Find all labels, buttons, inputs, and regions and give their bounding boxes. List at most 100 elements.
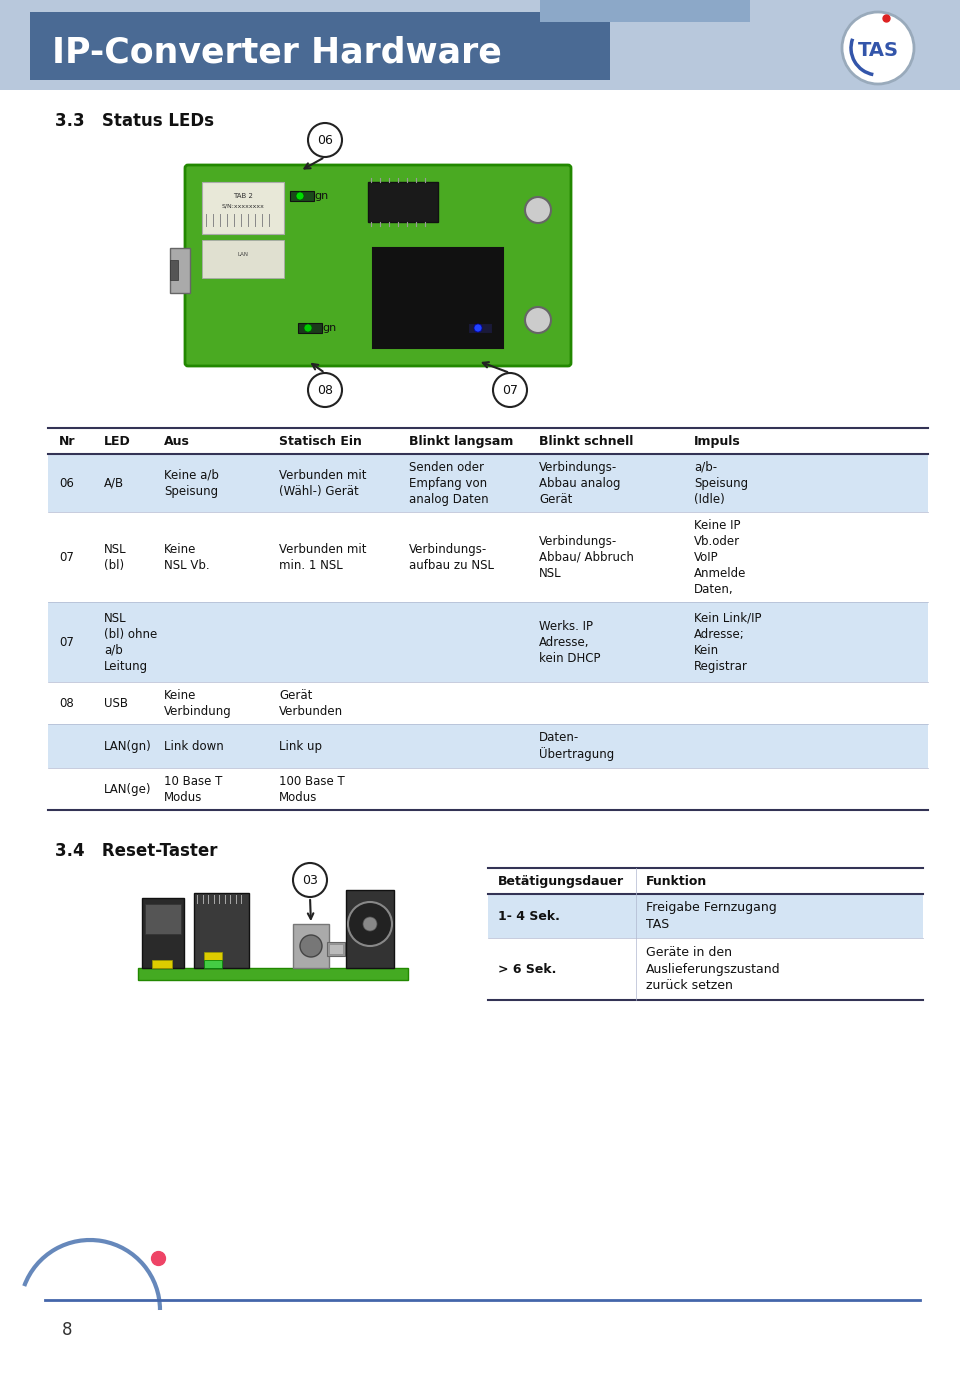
Text: 3.4   Reset-Taster: 3.4 Reset-Taster bbox=[55, 842, 218, 860]
FancyBboxPatch shape bbox=[142, 898, 184, 967]
Circle shape bbox=[308, 123, 342, 158]
Text: Keine
NSL Vb.: Keine NSL Vb. bbox=[164, 543, 209, 572]
Text: gn: gn bbox=[314, 191, 328, 200]
Text: > 6 Sek.: > 6 Sek. bbox=[498, 962, 557, 976]
Text: Aus: Aus bbox=[164, 434, 190, 448]
Text: Geräte in den
Auslieferungszustand
zurück setzen: Geräte in den Auslieferungszustand zurüc… bbox=[646, 947, 780, 992]
FancyBboxPatch shape bbox=[170, 260, 178, 281]
Text: 08: 08 bbox=[59, 697, 74, 709]
FancyBboxPatch shape bbox=[293, 925, 329, 967]
FancyBboxPatch shape bbox=[48, 511, 928, 603]
FancyBboxPatch shape bbox=[346, 890, 394, 967]
Text: gn: gn bbox=[322, 323, 336, 333]
Text: 07: 07 bbox=[59, 636, 74, 648]
Text: 1- 4 Sek.: 1- 4 Sek. bbox=[498, 909, 560, 923]
FancyBboxPatch shape bbox=[194, 893, 249, 967]
Text: a/b-
Speisung
(Idle): a/b- Speisung (Idle) bbox=[694, 460, 748, 506]
Text: 06: 06 bbox=[59, 477, 74, 489]
Circle shape bbox=[842, 12, 914, 84]
Text: Verbunden mit
min. 1 NSL: Verbunden mit min. 1 NSL bbox=[279, 543, 367, 572]
Text: Gerät
Verbunden: Gerät Verbunden bbox=[279, 688, 343, 717]
FancyBboxPatch shape bbox=[48, 681, 928, 724]
Text: Nr: Nr bbox=[59, 434, 76, 448]
FancyBboxPatch shape bbox=[170, 247, 190, 293]
Circle shape bbox=[493, 373, 527, 408]
Text: Senden oder
Empfang von
analog Daten: Senden oder Empfang von analog Daten bbox=[409, 460, 489, 506]
Text: 03: 03 bbox=[302, 873, 318, 886]
Circle shape bbox=[300, 936, 322, 956]
Text: 07: 07 bbox=[502, 383, 518, 397]
FancyBboxPatch shape bbox=[48, 455, 928, 511]
Text: NSL
(bl) ohne
a/b
Leitung: NSL (bl) ohne a/b Leitung bbox=[104, 611, 157, 673]
FancyBboxPatch shape bbox=[373, 247, 503, 348]
Text: 10 Base T
Modus: 10 Base T Modus bbox=[164, 774, 223, 803]
Text: Betätigungsdauer: Betätigungsdauer bbox=[498, 875, 624, 887]
FancyBboxPatch shape bbox=[329, 944, 343, 954]
Text: LAN: LAN bbox=[237, 252, 249, 257]
FancyBboxPatch shape bbox=[145, 904, 181, 934]
FancyBboxPatch shape bbox=[327, 943, 345, 956]
FancyBboxPatch shape bbox=[368, 182, 438, 223]
Text: Link up: Link up bbox=[279, 739, 322, 753]
Text: Statisch Ein: Statisch Ein bbox=[279, 434, 362, 448]
Text: NSL
(bl): NSL (bl) bbox=[104, 543, 127, 572]
Circle shape bbox=[474, 323, 482, 332]
FancyBboxPatch shape bbox=[48, 428, 928, 455]
Circle shape bbox=[296, 192, 304, 200]
Text: Keine a/b
Speisung: Keine a/b Speisung bbox=[164, 468, 219, 498]
Circle shape bbox=[293, 862, 327, 897]
Text: Verbunden mit
(Wähl-) Gerät: Verbunden mit (Wähl-) Gerät bbox=[279, 468, 367, 498]
FancyBboxPatch shape bbox=[204, 952, 222, 960]
Text: Verbindungs-
aufbau zu NSL: Verbindungs- aufbau zu NSL bbox=[409, 543, 494, 572]
FancyBboxPatch shape bbox=[138, 967, 408, 980]
FancyBboxPatch shape bbox=[48, 768, 928, 810]
FancyBboxPatch shape bbox=[540, 0, 750, 22]
Text: bl: bl bbox=[492, 323, 502, 333]
Text: 08: 08 bbox=[317, 383, 333, 397]
Text: Link down: Link down bbox=[164, 739, 224, 753]
Text: Keine
Verbindung: Keine Verbindung bbox=[164, 688, 231, 717]
Text: IP-Converter Hardware: IP-Converter Hardware bbox=[52, 35, 502, 69]
Text: Daten-
Übertragung: Daten- Übertragung bbox=[539, 731, 614, 761]
Text: LAN(gn): LAN(gn) bbox=[104, 739, 152, 753]
Text: Blinkt schnell: Blinkt schnell bbox=[539, 434, 634, 448]
FancyBboxPatch shape bbox=[468, 323, 492, 333]
Text: Funktion: Funktion bbox=[646, 875, 708, 887]
Text: LED: LED bbox=[104, 434, 131, 448]
FancyBboxPatch shape bbox=[152, 960, 172, 967]
Text: TAB 2: TAB 2 bbox=[233, 193, 252, 199]
Circle shape bbox=[363, 918, 377, 931]
FancyBboxPatch shape bbox=[298, 323, 322, 333]
FancyBboxPatch shape bbox=[0, 0, 960, 90]
FancyBboxPatch shape bbox=[488, 894, 923, 938]
FancyBboxPatch shape bbox=[30, 12, 610, 80]
FancyBboxPatch shape bbox=[488, 868, 923, 894]
Text: Verbindungs-
Abbau/ Abbruch
NSL: Verbindungs- Abbau/ Abbruch NSL bbox=[539, 535, 634, 579]
Circle shape bbox=[308, 373, 342, 408]
Text: S/N:xxxxxxxx: S/N:xxxxxxxx bbox=[222, 203, 264, 209]
Text: Verbindungs-
Abbau analog
Gerät: Verbindungs- Abbau analog Gerät bbox=[539, 460, 620, 506]
Text: Impuls: Impuls bbox=[694, 434, 741, 448]
FancyBboxPatch shape bbox=[290, 191, 314, 200]
Text: USB: USB bbox=[104, 697, 128, 709]
Text: 3.3   Status LEDs: 3.3 Status LEDs bbox=[55, 112, 214, 130]
Circle shape bbox=[525, 307, 551, 333]
Text: 100 Base T
Modus: 100 Base T Modus bbox=[279, 774, 345, 803]
FancyBboxPatch shape bbox=[48, 724, 928, 768]
Text: TAS: TAS bbox=[857, 40, 899, 59]
Text: Keine IP
Vb.oder
VoIP
Anmelde
Daten,: Keine IP Vb.oder VoIP Anmelde Daten, bbox=[694, 518, 746, 596]
Text: Kein Link/IP
Adresse;
Kein
Registrar: Kein Link/IP Adresse; Kein Registrar bbox=[694, 611, 761, 673]
Text: Freigabe Fernzugang
TAS: Freigabe Fernzugang TAS bbox=[646, 901, 777, 930]
FancyBboxPatch shape bbox=[204, 960, 222, 967]
Text: A/B: A/B bbox=[104, 477, 124, 489]
FancyBboxPatch shape bbox=[185, 164, 571, 366]
FancyBboxPatch shape bbox=[202, 182, 284, 234]
Text: 8: 8 bbox=[62, 1321, 73, 1339]
FancyBboxPatch shape bbox=[488, 938, 923, 1001]
Circle shape bbox=[348, 902, 392, 947]
Text: 06: 06 bbox=[317, 134, 333, 146]
Text: Werks. IP
Adresse,
kein DHCP: Werks. IP Adresse, kein DHCP bbox=[539, 619, 601, 665]
Circle shape bbox=[525, 198, 551, 223]
FancyBboxPatch shape bbox=[48, 603, 928, 681]
Circle shape bbox=[304, 323, 312, 332]
